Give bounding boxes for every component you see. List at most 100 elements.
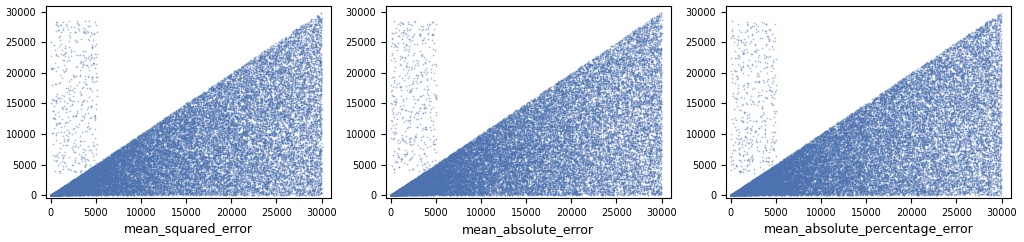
Point xyxy=(45,192,61,196)
Point xyxy=(516,163,532,167)
Point xyxy=(583,146,599,150)
Point xyxy=(775,186,792,190)
Point xyxy=(258,168,274,172)
Point xyxy=(649,112,666,116)
Point xyxy=(834,173,850,177)
Point xyxy=(816,149,833,153)
Point xyxy=(427,183,443,187)
Point xyxy=(177,114,194,118)
Point xyxy=(558,158,574,162)
Point xyxy=(937,113,953,117)
Point xyxy=(578,98,594,102)
Point xyxy=(944,159,961,162)
Point xyxy=(913,116,930,120)
Point xyxy=(236,68,252,72)
Point xyxy=(227,166,244,169)
Point xyxy=(139,184,156,188)
Point xyxy=(979,51,995,55)
Point xyxy=(583,173,599,177)
Point xyxy=(583,94,599,98)
Point xyxy=(415,174,431,177)
Point xyxy=(282,102,298,106)
Point xyxy=(534,121,550,124)
Point xyxy=(495,148,511,152)
Point xyxy=(829,140,846,144)
Point xyxy=(429,180,445,184)
Point xyxy=(464,172,480,176)
Point xyxy=(224,181,241,185)
Point xyxy=(811,158,827,162)
Point xyxy=(252,112,268,115)
Point xyxy=(306,68,323,72)
Point xyxy=(421,59,437,63)
Point xyxy=(477,158,494,162)
Point xyxy=(950,45,967,48)
Point xyxy=(294,181,310,185)
Point xyxy=(856,102,872,106)
Point xyxy=(835,125,851,129)
Point xyxy=(618,83,635,87)
Point xyxy=(289,56,305,60)
Point xyxy=(561,126,578,129)
Point xyxy=(922,66,938,69)
Point xyxy=(601,155,617,159)
Point xyxy=(904,77,921,81)
Point xyxy=(963,69,979,73)
Point xyxy=(180,139,197,143)
Point xyxy=(202,193,218,197)
Point xyxy=(911,84,928,88)
Point xyxy=(828,150,845,154)
Point xyxy=(749,189,765,192)
Point xyxy=(638,129,654,132)
Point xyxy=(503,184,519,188)
Point xyxy=(898,176,914,180)
Point xyxy=(400,183,417,187)
Point xyxy=(768,184,784,188)
Point xyxy=(991,114,1008,118)
Point xyxy=(990,165,1007,169)
Point xyxy=(469,157,485,161)
Point xyxy=(574,70,591,74)
Point xyxy=(791,174,807,177)
Point xyxy=(175,157,191,160)
Point xyxy=(959,187,976,191)
Point xyxy=(648,67,665,71)
Point xyxy=(50,188,67,192)
Point xyxy=(420,185,436,189)
Point xyxy=(144,157,161,161)
Point xyxy=(735,189,752,193)
Point xyxy=(745,189,762,193)
Point xyxy=(465,192,481,196)
Point xyxy=(569,130,586,134)
Point xyxy=(604,109,621,113)
Point xyxy=(513,177,529,181)
Point xyxy=(283,122,299,126)
Point xyxy=(644,62,660,66)
Point xyxy=(429,185,445,189)
Point xyxy=(302,54,318,58)
Point xyxy=(745,183,762,187)
Point xyxy=(311,115,328,119)
Point xyxy=(56,185,73,189)
Point xyxy=(62,180,79,184)
Point xyxy=(748,179,764,182)
Point xyxy=(466,152,482,156)
Point xyxy=(891,128,907,132)
Point xyxy=(143,128,160,131)
Point xyxy=(839,153,855,157)
Point xyxy=(179,101,196,105)
Point xyxy=(401,191,418,195)
Point xyxy=(388,193,404,197)
Point xyxy=(966,136,982,140)
Point xyxy=(911,94,928,98)
Point xyxy=(630,35,646,39)
Point xyxy=(546,184,562,188)
Point xyxy=(529,122,546,126)
Point xyxy=(943,111,959,114)
Point xyxy=(904,158,921,162)
Point xyxy=(617,90,634,93)
Point xyxy=(266,140,283,144)
Point xyxy=(783,189,800,193)
Point xyxy=(783,168,800,172)
Point xyxy=(483,167,500,171)
